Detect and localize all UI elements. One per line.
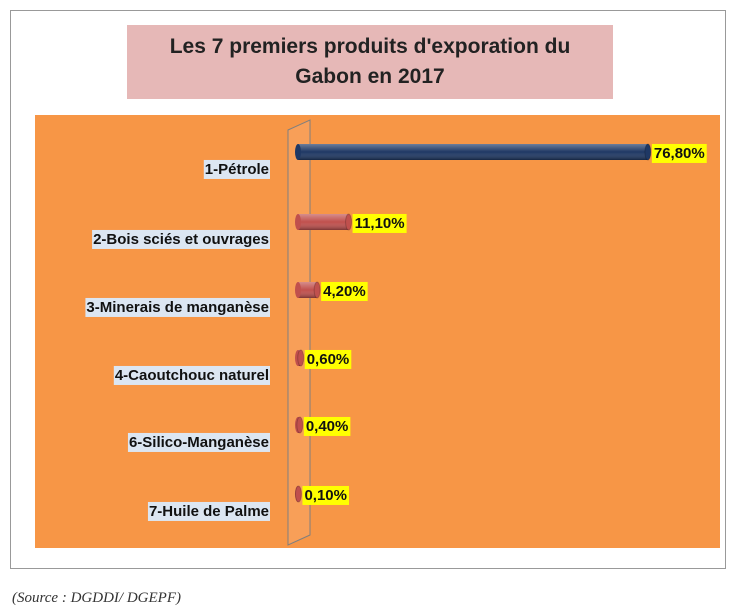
value-label: 0,10% bbox=[304, 487, 347, 504]
label-background bbox=[203, 159, 270, 179]
plot-area bbox=[35, 115, 720, 548]
value-label: 0,60% bbox=[307, 351, 350, 368]
category-label: 3-Minerais de manganèse bbox=[86, 299, 269, 316]
label-background bbox=[85, 297, 270, 317]
category-label: 7-Huile de Palme bbox=[149, 503, 269, 520]
axis-wall bbox=[287, 119, 311, 546]
category-label: 1-Pétrole bbox=[205, 161, 269, 178]
value-label: 76,80% bbox=[654, 145, 705, 162]
chart-title: Les 7 premiers produits d'exporation du … bbox=[169, 35, 571, 88]
label-background bbox=[127, 432, 270, 452]
bar-cap bbox=[313, 281, 321, 299]
bar-shade bbox=[298, 144, 648, 160]
label-background bbox=[352, 213, 407, 233]
value-label: 11,10% bbox=[355, 215, 405, 232]
value-label: 0,40% bbox=[306, 418, 349, 435]
label-background bbox=[651, 143, 707, 163]
category-label: 4-Caoutchouc naturel bbox=[115, 367, 269, 384]
bar-cap bbox=[297, 349, 305, 367]
category-label: 2-Bois sciés et ouvrages bbox=[93, 231, 269, 248]
label-background bbox=[147, 501, 270, 521]
label-background bbox=[92, 229, 270, 249]
value-label: 4,20% bbox=[323, 283, 366, 300]
bar-shade bbox=[298, 214, 349, 230]
category-label: 6-Silico-Manganèse bbox=[129, 434, 269, 451]
bar-cap bbox=[294, 485, 302, 503]
label-background bbox=[303, 416, 351, 436]
label-background bbox=[304, 349, 352, 369]
label-background bbox=[302, 485, 350, 505]
bar-cap bbox=[644, 143, 652, 161]
bar-cap bbox=[295, 144, 301, 160]
title-box: Les 7 premiers produits d'exporation du … bbox=[127, 25, 613, 99]
bar-cap bbox=[296, 416, 304, 434]
bar-cap bbox=[295, 214, 301, 230]
bar-cap bbox=[345, 213, 353, 231]
label-background bbox=[113, 365, 270, 385]
source-note: (Source : DGDDI/ DGEPF) bbox=[12, 590, 181, 606]
bar-shade bbox=[298, 282, 318, 298]
label-background bbox=[321, 281, 368, 301]
bar-cap bbox=[295, 282, 301, 298]
